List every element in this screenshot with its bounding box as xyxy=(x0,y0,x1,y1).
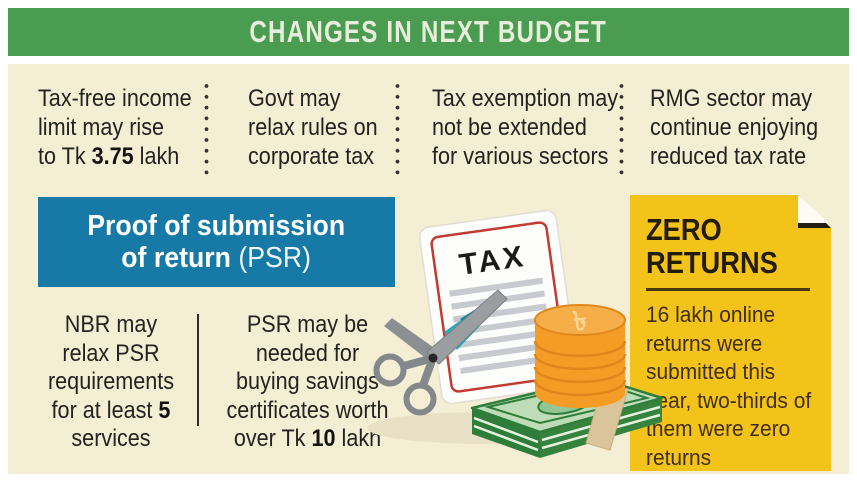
taka-symbol-icon: ৳ xyxy=(571,305,589,338)
zero-returns-note: ZERO RETURNS 16 lakh online returns were… xyxy=(630,195,831,471)
scissors-icon xyxy=(373,289,508,416)
column-line: not be extended xyxy=(432,114,587,141)
column-line: continue enjoying xyxy=(650,114,819,141)
column-line: for various sectors xyxy=(432,143,609,170)
dotted-separator xyxy=(619,82,624,180)
note-line: certificates worth xyxy=(226,396,389,424)
note-nbr-psr-requirements: NBR may relax PSR requirements for at le… xyxy=(35,311,188,454)
zero-returns-title-line2: RETURNS xyxy=(646,245,778,280)
column-line: to Tk 3.75 lakh xyxy=(38,143,180,170)
psr-title-line1: Proof of submission xyxy=(87,210,346,242)
note-line: for at least 5 xyxy=(51,396,171,424)
title-underline xyxy=(646,288,810,291)
psr-headline-box: Proof of submission of return (PSR) xyxy=(38,197,395,287)
column-line: limit may rise xyxy=(38,114,165,141)
column-line: RMG sector may xyxy=(650,85,813,112)
column-line: relax rules on xyxy=(248,114,378,141)
vertical-divider xyxy=(197,314,199,426)
column-rmg-sector: RMG sector may continue enjoying reduced… xyxy=(650,84,818,171)
note-line: buying savings xyxy=(236,368,379,395)
psr-title-line2: of return (PSR) xyxy=(121,242,312,274)
page-title: CHANGES IN NEXT BUDGET xyxy=(249,14,608,49)
note-line: requirements xyxy=(47,368,175,395)
column-line: corporate tax xyxy=(248,143,375,170)
column-tax-free-income: Tax-free income limit may rise to Tk 3.7… xyxy=(38,84,192,171)
tax-cut-illustration: TAX xyxy=(367,209,664,458)
zero-returns-title-line1: ZERO xyxy=(646,212,722,247)
header-bar: CHANGES IN NEXT BUDGET xyxy=(8,8,849,56)
column-corporate-tax: Govt may relax rules on corporate tax xyxy=(248,84,378,171)
note-line: services xyxy=(71,425,151,452)
column-line: Govt may xyxy=(248,85,341,112)
column-line: Tax-free income xyxy=(38,85,192,112)
column-line: Tax exemption may xyxy=(432,85,619,112)
note-line: relax PSR xyxy=(62,339,160,367)
dotted-separator xyxy=(395,82,400,180)
note-psr-savings-certificates: PSR may be needed for buying savings cer… xyxy=(211,311,405,454)
note-line: needed for xyxy=(255,339,360,367)
dotted-separator xyxy=(204,82,209,180)
coin-stack-icon: ৳ xyxy=(533,304,627,408)
note-line: PSR may be xyxy=(246,311,369,338)
note-line: NBR may xyxy=(64,311,158,338)
column-line: reduced tax rate xyxy=(650,143,807,170)
zero-returns-body: 16 lakh online returns were submitted th… xyxy=(646,302,812,470)
column-tax-exemption: Tax exemption may not be extended for va… xyxy=(432,84,618,171)
